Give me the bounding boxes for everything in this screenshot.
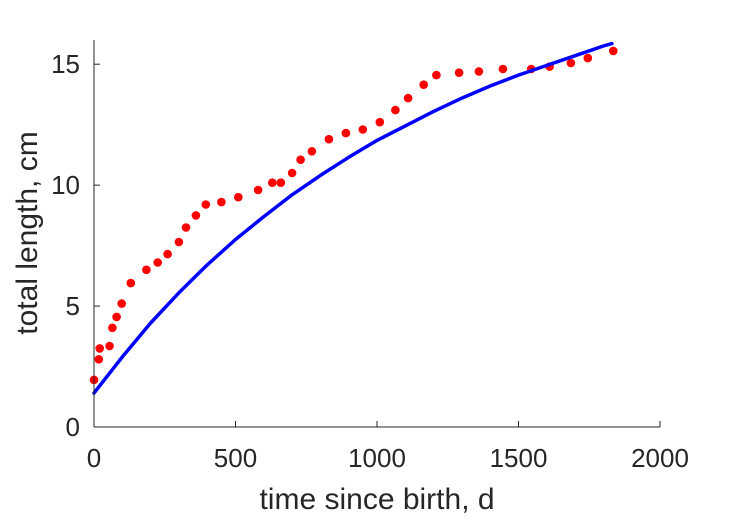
data-point <box>391 105 400 115</box>
data-point <box>201 200 211 209</box>
data-point <box>583 53 593 63</box>
data-point <box>307 147 317 156</box>
data-point <box>498 64 508 74</box>
y-axis-label: total length, cm <box>11 131 44 334</box>
data-point <box>403 93 413 103</box>
data-point <box>94 355 104 364</box>
data-point <box>153 258 162 267</box>
data-point <box>142 265 151 275</box>
data-point <box>268 178 277 187</box>
y-tick-label: 0 <box>66 412 80 442</box>
data-point <box>609 46 618 56</box>
data-point <box>217 197 226 207</box>
data-point <box>163 249 172 259</box>
x-tick-label: 1500 <box>490 443 548 473</box>
data-point <box>126 278 136 288</box>
data-point <box>191 211 201 220</box>
x-tick-label: 2000 <box>631 443 689 473</box>
data-point <box>358 125 368 134</box>
data-point <box>95 344 104 353</box>
axes <box>93 40 660 428</box>
x-tick-label: 0 <box>87 443 101 473</box>
data-point <box>296 155 305 164</box>
data-point <box>419 80 429 89</box>
data-point <box>105 341 114 351</box>
ticks: 0 500 1000 1500 2000 0 5 10 15 <box>51 49 689 473</box>
data-point <box>375 117 385 127</box>
x-tick-label: 500 <box>214 443 257 473</box>
data-point <box>432 70 441 80</box>
y-tick-label: 5 <box>66 291 80 321</box>
fit-curve-line <box>92 41 614 395</box>
y-tick-label: 15 <box>51 49 80 79</box>
data-point <box>276 178 286 187</box>
data-point <box>112 312 121 322</box>
data-point <box>474 67 484 76</box>
data-point <box>324 134 334 144</box>
data-point <box>341 128 351 138</box>
data-point <box>253 185 263 195</box>
x-axis-label: time since birth, d <box>259 483 494 516</box>
x-tick-label: 1000 <box>348 443 406 473</box>
data-point <box>174 237 184 247</box>
data-point <box>454 68 464 77</box>
data-point <box>234 192 243 202</box>
data-point <box>117 299 126 308</box>
data-point <box>108 323 117 333</box>
plot-area <box>89 41 618 395</box>
data-point <box>181 223 191 232</box>
y-tick-label: 10 <box>51 170 80 200</box>
data-point <box>566 58 576 68</box>
data-point <box>287 168 297 178</box>
